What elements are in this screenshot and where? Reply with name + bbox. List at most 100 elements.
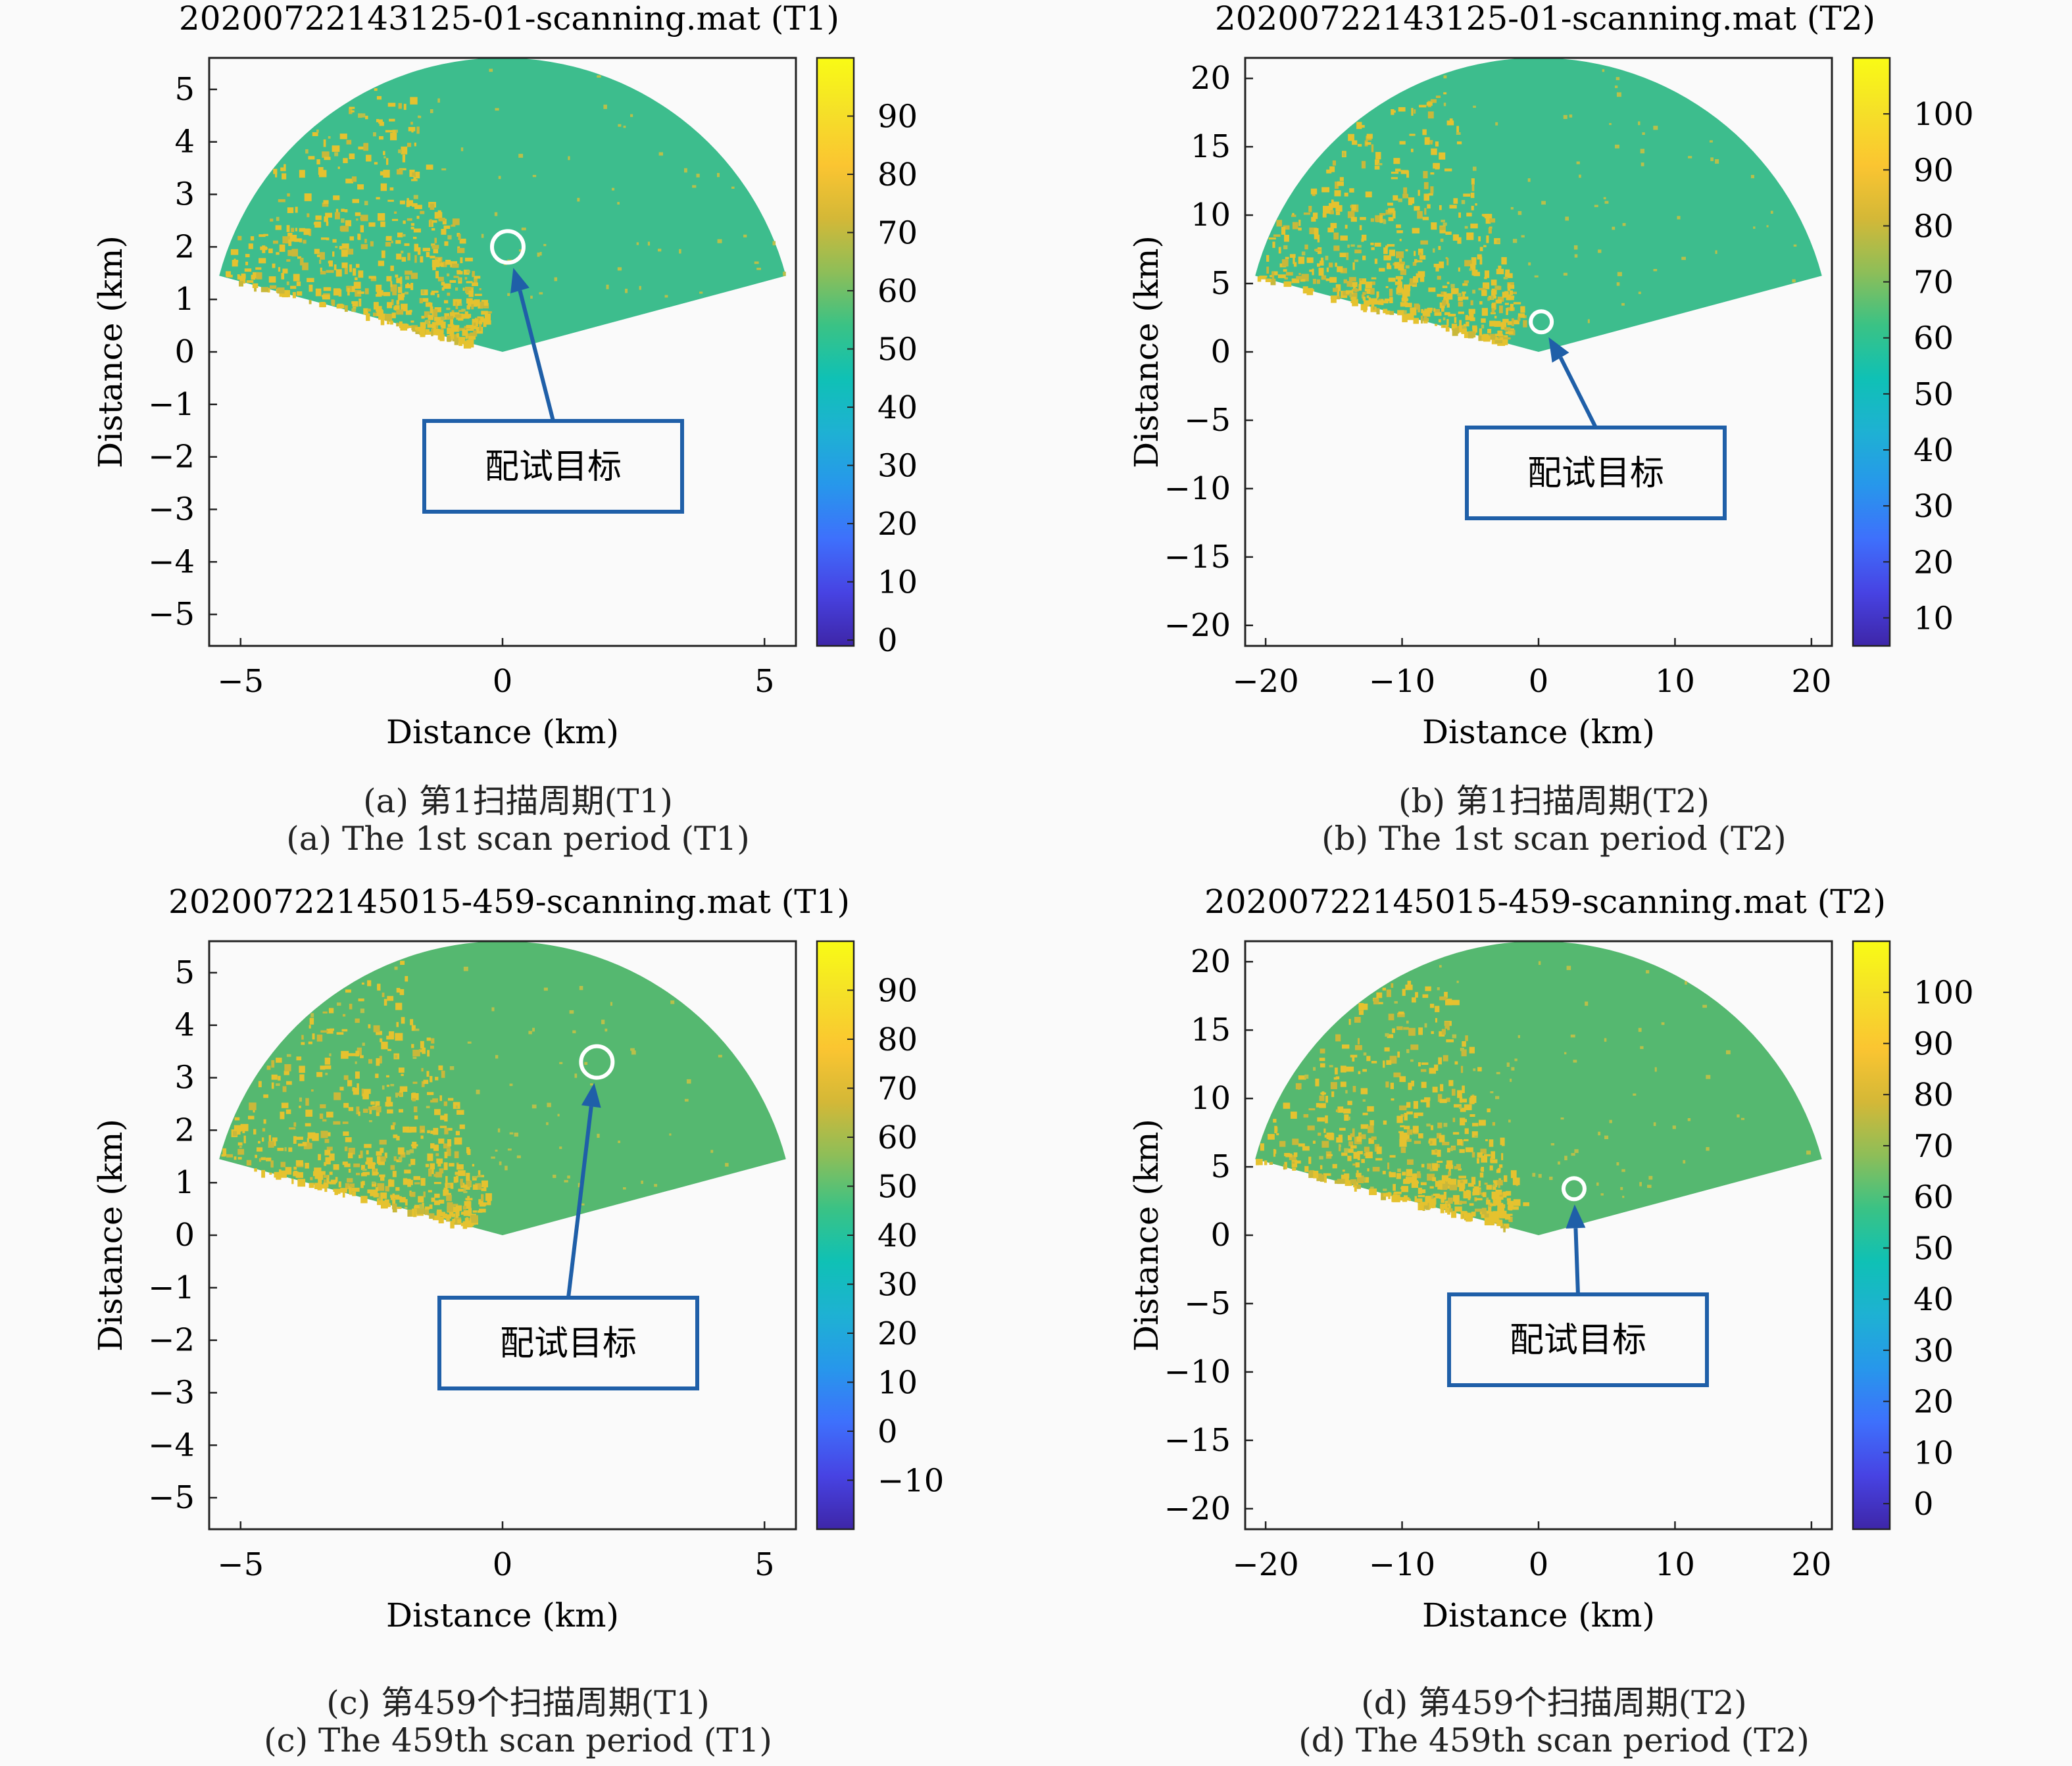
sea-speckle [521, 227, 526, 231]
colorbar-tick-label: 90 [877, 99, 918, 135]
clutter-speckle [1390, 1083, 1394, 1089]
clutter-speckle [281, 1170, 287, 1178]
clutter-speckle [423, 1191, 426, 1198]
clutter-speckle [410, 226, 414, 230]
clutter-speckle [1495, 333, 1504, 337]
clutter-speckle [438, 1139, 445, 1144]
clutter-speckle [237, 274, 240, 280]
clutter-speckle [458, 314, 464, 319]
y-tick-label: −5 [148, 596, 195, 633]
sea-speckle [461, 308, 466, 312]
colorbar-tick-label: 80 [877, 1021, 918, 1058]
clutter-speckle [1489, 1165, 1493, 1171]
clutter-speckle [1432, 1177, 1437, 1181]
sea-speckle [499, 1161, 502, 1165]
clutter-speckle [1352, 301, 1356, 305]
clutter-speckle [326, 1146, 333, 1151]
sea-speckle [1473, 1068, 1476, 1071]
clutter-speckle [280, 1162, 286, 1167]
clutter-speckle [366, 155, 372, 162]
clutter-speckle [445, 259, 451, 265]
sea-speckle [1406, 1020, 1409, 1024]
clutter-speckle [1435, 95, 1441, 98]
sea-speckle [1532, 1173, 1536, 1177]
clutter-speckle [1404, 299, 1406, 305]
sea-speckle [455, 1105, 458, 1108]
clutter-speckle [1336, 1137, 1343, 1143]
clutter-speckle [366, 1150, 369, 1155]
clutter-speckle [1452, 1117, 1456, 1123]
clutter-speckle [1461, 1181, 1466, 1189]
clutter-speckle [460, 1223, 464, 1227]
sea-speckle [406, 1150, 410, 1155]
clutter-speckle [394, 211, 397, 214]
clutter-speckle [449, 1210, 454, 1216]
clutter-speckle [391, 1203, 397, 1210]
clutter-speckle [1335, 1109, 1339, 1112]
sea-speckle [658, 152, 664, 156]
clutter-speckle [278, 199, 285, 203]
clutter-speckle [1383, 255, 1391, 260]
clutter-speckle [280, 1112, 285, 1119]
x-tick-label: −10 [1369, 663, 1435, 700]
clutter-speckle [1462, 296, 1469, 300]
colorbar [1852, 940, 1891, 1531]
clutter-speckle [390, 284, 397, 292]
clutter-speckle [234, 1156, 237, 1160]
clutter-speckle [1514, 320, 1517, 324]
clutter-speckle [1298, 272, 1301, 276]
clutter-speckle [1289, 254, 1296, 258]
clutter-speckle [1423, 318, 1429, 321]
clutter-speckle [1343, 1108, 1351, 1114]
clutter-speckle [1456, 141, 1462, 145]
clutter-speckle [329, 1153, 335, 1161]
clutter-speckle [1414, 206, 1420, 211]
clutter-speckle [420, 1177, 426, 1186]
clutter-speckle [393, 1156, 397, 1162]
clutter-speckle [1471, 257, 1477, 265]
annotation-box [1447, 1292, 1709, 1387]
clutter-speckle [1437, 1122, 1443, 1129]
clutter-speckle [410, 283, 414, 291]
clutter-speckle [355, 1050, 359, 1057]
clutter-speckle [1414, 251, 1416, 257]
clutter-speckle [323, 139, 326, 147]
clutter-speckle [422, 247, 430, 252]
clutter-speckle [1463, 1190, 1471, 1199]
sea-speckle [1429, 1169, 1433, 1171]
clutter-speckle [1479, 1172, 1484, 1178]
clutter-speckle [417, 326, 426, 331]
annotation-label: 配试目标 [1510, 1321, 1646, 1360]
sea-speckle [305, 149, 308, 154]
clutter-speckle [1409, 278, 1416, 285]
x-tick-label: 0 [1529, 663, 1549, 700]
clutter-speckle [282, 1086, 287, 1092]
clutter-speckle [248, 243, 253, 249]
sea-speckle [398, 149, 402, 153]
clutter-speckle [1273, 1148, 1276, 1157]
clutter-speckle [312, 132, 318, 137]
clutter-speckle [379, 1056, 382, 1064]
clutter-speckle [1401, 1186, 1409, 1192]
y-tick-label: 20 [1191, 60, 1231, 97]
clutter-speckle [445, 1127, 453, 1131]
clutter-speckle [287, 250, 295, 257]
clutter-speckle [1352, 299, 1358, 307]
sea-speckle [507, 1148, 512, 1151]
clutter-speckle [341, 1188, 345, 1191]
clutter-speckle [360, 1150, 363, 1158]
clutter-speckle [1333, 245, 1340, 251]
clutter-speckle [420, 330, 426, 337]
clutter-speckle [1352, 1086, 1356, 1092]
clutter-speckle [1424, 137, 1430, 145]
clutter-speckle [355, 212, 361, 216]
caption-cn-a: (a) 第1扫描周期(T1) [363, 782, 673, 820]
clutter-speckle [1323, 1128, 1326, 1133]
clutter-speckle [1348, 134, 1354, 141]
clutter-speckle [434, 331, 442, 335]
clutter-speckle [1492, 1180, 1497, 1183]
clutter-speckle [383, 151, 385, 155]
clutter-speckle [433, 1173, 437, 1177]
clutter-speckle [1344, 1173, 1350, 1179]
clutter-speckle [1322, 213, 1327, 218]
